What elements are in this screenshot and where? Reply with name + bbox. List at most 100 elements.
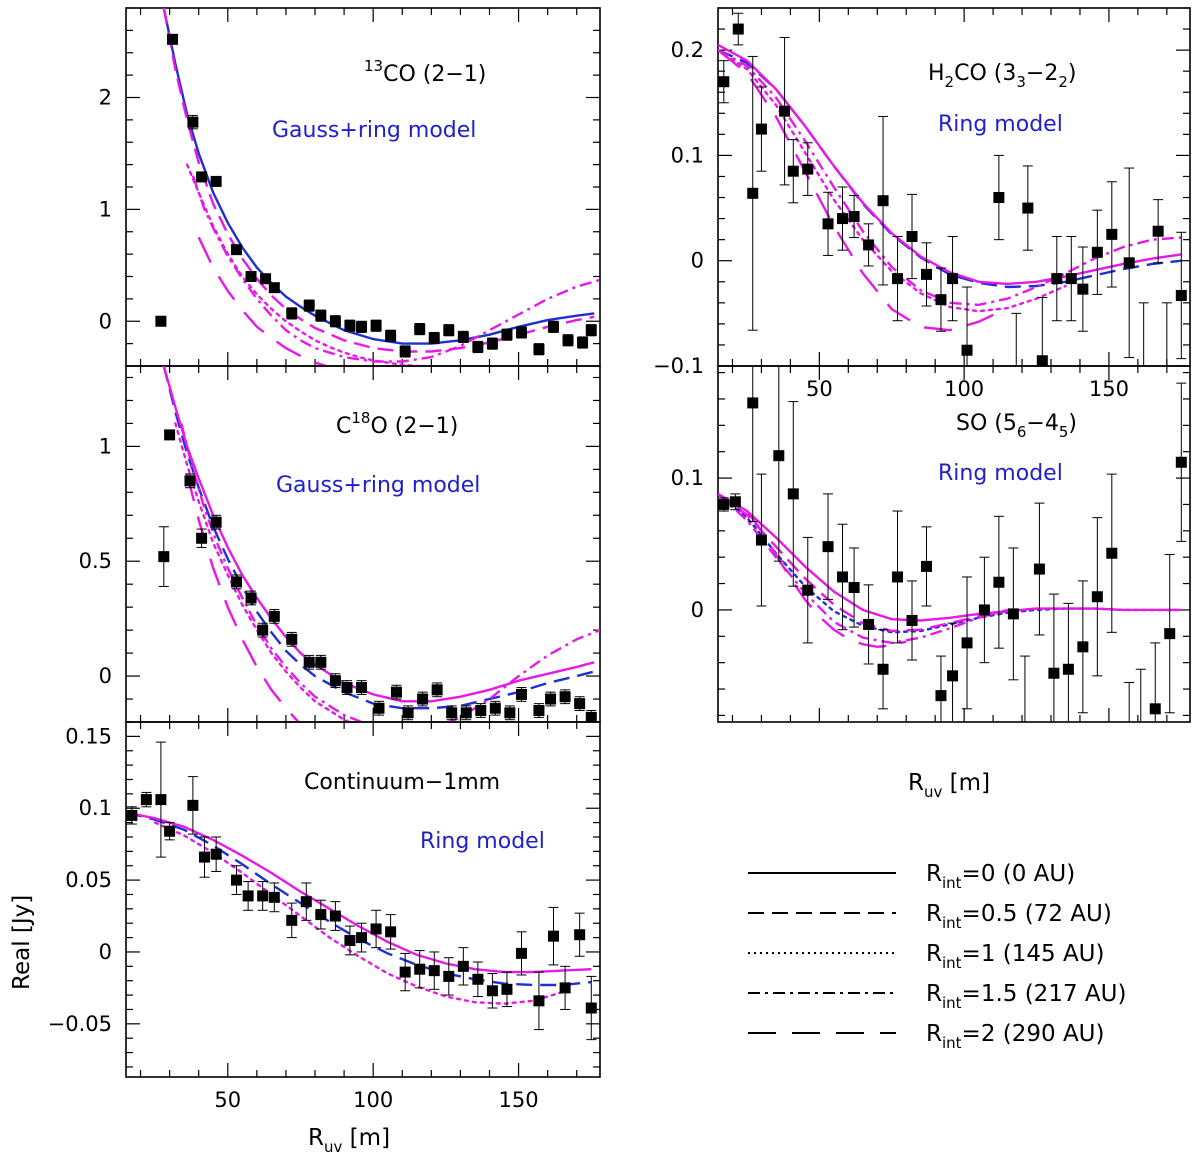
data-marker (196, 532, 208, 544)
data-marker (1124, 743, 1135, 754)
data-point (1048, 593, 1060, 722)
data-point (718, 60, 730, 104)
data-marker (1048, 667, 1060, 679)
data-marker (370, 320, 382, 332)
model-curve-magenta-dot (718, 48, 1067, 313)
data-marker (822, 541, 834, 553)
data-point (822, 191, 834, 256)
data-marker (787, 165, 799, 177)
data-marker (1091, 246, 1103, 258)
data-point (993, 154, 1005, 241)
y-tick-label: 0 (99, 664, 112, 688)
data-marker (370, 923, 382, 935)
data-point (993, 515, 1005, 649)
data-point (1077, 580, 1089, 714)
legend-entry-rint-2: Rint=2 (290 AU) (748, 1021, 1105, 1052)
data-point (428, 331, 440, 345)
data-point (787, 401, 799, 587)
panel-c18o-title: C18O (2−1) (336, 409, 458, 439)
data-marker (431, 684, 443, 696)
data-point (1022, 165, 1034, 251)
x-tick-label: 150 (499, 1088, 539, 1112)
data-point (329, 673, 341, 689)
data-marker (547, 321, 559, 333)
data-marker (443, 970, 455, 982)
data-marker (199, 851, 211, 863)
data-point (475, 703, 487, 718)
data-point (559, 689, 571, 705)
data-marker (747, 397, 759, 409)
legend-entry-rint-1: Rint=1 (145 AU) (748, 941, 1105, 972)
model-curve-magenta-dashdot (191, 175, 600, 363)
data-marker (935, 690, 947, 702)
data-marker (501, 329, 513, 341)
data-marker (399, 966, 411, 978)
data-point (231, 574, 243, 590)
data-marker (755, 123, 767, 135)
data-marker (1062, 663, 1074, 675)
data-point (920, 526, 932, 607)
data-point (947, 622, 959, 722)
data-point (585, 975, 597, 1041)
legend-label-rint-1: Rint=1 (145 AU) (926, 941, 1105, 972)
panel-so-model: Ring model (938, 461, 1063, 486)
data-point (210, 175, 222, 187)
data-point (533, 703, 545, 718)
data-marker (547, 930, 559, 942)
data-marker (260, 273, 272, 285)
data-marker (329, 910, 341, 922)
data-point (315, 899, 327, 930)
data-point (167, 33, 179, 45)
data-point (863, 223, 875, 267)
data-marker (414, 963, 426, 975)
data-point (747, 366, 759, 523)
panel-so-frame (717, 365, 1191, 723)
model-curve-magenta-dot (185, 163, 434, 366)
panel-so: 00.1 (671, 365, 1191, 754)
data-marker (486, 985, 498, 997)
legend-entry-rint-1.5: Rint=1.5 (217 AU) (748, 981, 1126, 1012)
data-marker (585, 1002, 597, 1014)
data-marker (961, 344, 973, 356)
data-point (773, 366, 785, 562)
data-marker (300, 896, 312, 908)
panel-continuum-title: Continuum−1mm (304, 770, 500, 795)
data-marker (303, 656, 315, 668)
data-marker (501, 983, 513, 995)
data-point (577, 336, 589, 349)
data-point (947, 235, 959, 322)
data-marker (747, 187, 759, 199)
data-marker (446, 707, 458, 719)
legend-label-rint-1.5: Rint=1.5 (217 AU) (926, 981, 1126, 1012)
data-point (533, 971, 545, 1031)
data-point (574, 912, 586, 957)
data-point (906, 580, 918, 661)
data-marker (414, 323, 426, 335)
y-tick-label: 0 (99, 309, 112, 333)
data-marker (1175, 289, 1187, 301)
y-tick-label: 0.1 (79, 796, 112, 820)
data-marker (385, 330, 397, 342)
data-point (417, 691, 429, 707)
data-point (414, 322, 426, 336)
data-point (574, 696, 586, 712)
data-point (242, 881, 254, 911)
data-marker (863, 618, 875, 630)
x-tick-label: 50 (214, 1088, 241, 1112)
data-marker (718, 76, 730, 88)
data-point (140, 791, 152, 808)
data-marker (164, 825, 176, 837)
data-point (1007, 547, 1019, 681)
data-point (286, 631, 298, 647)
data-point (231, 865, 243, 895)
data-marker (385, 926, 397, 938)
data-point (460, 705, 472, 721)
panel-c18o-model: Gauss+ring model (276, 473, 480, 498)
data-point (1019, 655, 1030, 722)
data-point (837, 186, 849, 251)
data-point (457, 947, 469, 986)
panel-13co-model: Gauss+ring model (272, 118, 476, 143)
data-point (877, 629, 889, 710)
data-marker (837, 571, 849, 583)
data-marker (428, 332, 440, 344)
